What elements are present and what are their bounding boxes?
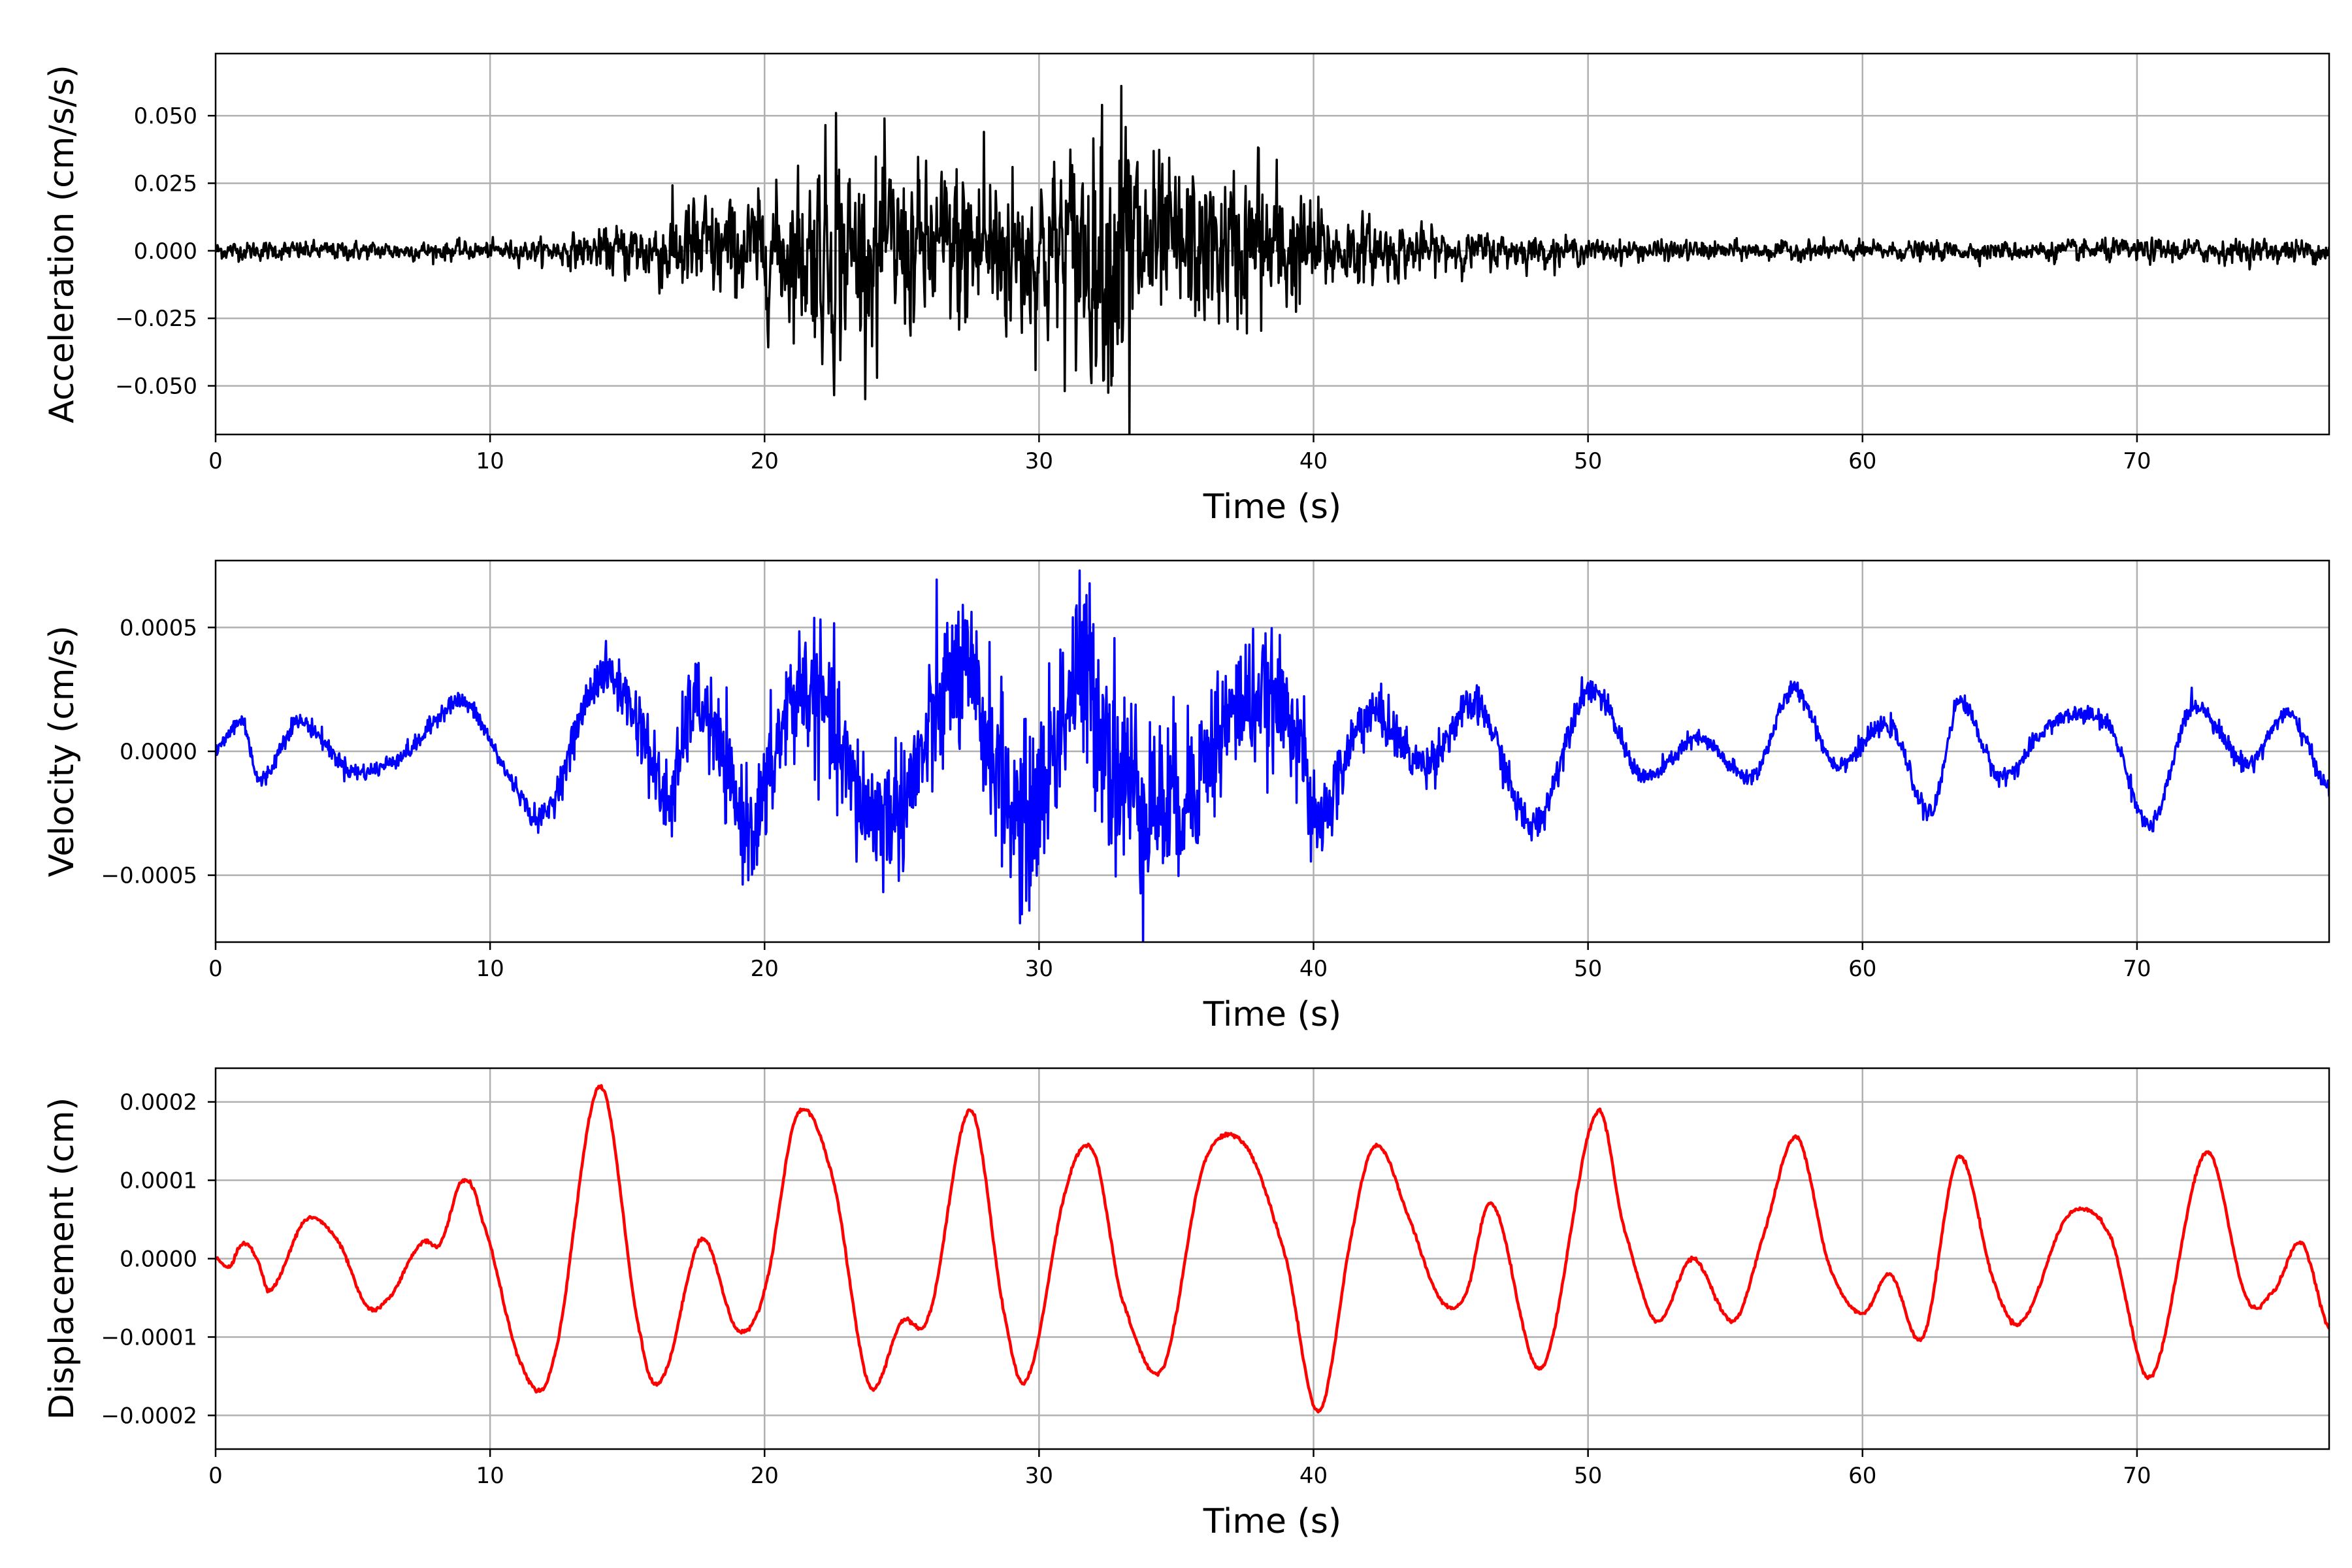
velocity-x-axis-label: Time (s) <box>1203 995 1341 1034</box>
displacement-x-tick-label: 20 <box>751 1463 779 1489</box>
acceleration-axes-frame <box>214 52 2330 436</box>
velocity-x-tick-label: 40 <box>1299 956 1328 982</box>
velocity-x-tick-label: 30 <box>1025 956 1053 982</box>
displacement-plot-area <box>216 1084 2329 1414</box>
displacement-x-tick-label: 50 <box>1574 1463 1602 1489</box>
displacement-x-tick-label: 30 <box>1025 1463 1053 1489</box>
displacement-y-tick-label: −0.0002 <box>101 1403 197 1429</box>
acceleration-y-tick-label: 0.025 <box>134 171 197 197</box>
displacement-panel: 0 10 20 30 40 50 60 70 0.0002 0.0001 0.0000 −0.000… <box>42 1067 2330 1541</box>
displacement-y-axis-label: Displacement (cm) <box>42 1098 82 1420</box>
displacement-y-tick-label: 0.0000 <box>120 1247 197 1273</box>
acceleration-y-tick-label: −0.025 <box>115 306 197 332</box>
acceleration-y-ticks: 0.050 0.025 0.000 −0.025 −0.050 <box>115 103 216 400</box>
velocity-x-ticks: 0 10 20 30 40 50 60 70 <box>208 942 2151 982</box>
displacement-y-tick-label: 0.0002 <box>120 1090 197 1116</box>
displacement-x-ticks: 0 10 20 30 40 50 60 70 <box>208 1449 2151 1489</box>
displacement-x-tick-label: 40 <box>1299 1463 1328 1489</box>
velocity-y-tick-label: 0.0000 <box>120 739 197 765</box>
velocity-x-tick-label: 20 <box>751 956 779 982</box>
velocity-y-tick-label: −0.0005 <box>101 863 197 889</box>
displacement-x-tick-label: 0 <box>208 1463 223 1489</box>
velocity-x-tick-label: 70 <box>2123 956 2151 982</box>
acceleration-x-tick-label: 0 <box>208 448 223 474</box>
velocity-y-tick-label: 0.0005 <box>120 615 197 641</box>
displacement-series-line <box>216 1084 2329 1414</box>
acceleration-y-axis-label: Acceleration (cm/s/s) <box>42 65 82 423</box>
displacement-grid <box>216 1068 2329 1449</box>
acceleration-x-tick-label: 30 <box>1025 448 1053 474</box>
velocity-x-tick-label: 50 <box>1574 956 1602 982</box>
acceleration-y-tick-label: 0.000 <box>134 238 197 265</box>
velocity-panel: 0 10 20 30 40 50 60 70 0.0005 0.0000 −0.0005 Time… <box>42 559 2330 1034</box>
velocity-x-tick-label: 0 <box>208 956 223 982</box>
velocity-x-tick-label: 10 <box>476 956 504 982</box>
acceleration-y-tick-label: −0.050 <box>115 374 197 400</box>
displacement-x-tick-label: 60 <box>1848 1463 1876 1489</box>
velocity-x-tick-label: 60 <box>1848 956 1876 982</box>
acceleration-x-tick-label: 60 <box>1848 448 1876 474</box>
acceleration-x-tick-label: 10 <box>476 448 504 474</box>
velocity-y-ticks: 0.0005 0.0000 −0.0005 <box>101 615 216 889</box>
displacement-x-tick-label: 10 <box>476 1463 504 1489</box>
acceleration-plot-area <box>216 84 2329 434</box>
acceleration-panel: 0 10 20 30 40 50 60 70 0.050 0.025 0.000 −0.025 −0.… <box>42 52 2330 527</box>
acceleration-series-line <box>216 84 2329 434</box>
acceleration-x-tick-label: 40 <box>1299 448 1328 474</box>
displacement-x-axis-label: Time (s) <box>1203 1502 1341 1541</box>
displacement-y-tick-label: −0.0001 <box>101 1324 197 1350</box>
velocity-series-line <box>216 569 2329 942</box>
acceleration-x-tick-label: 50 <box>1574 448 1602 474</box>
velocity-plot-area <box>216 569 2329 942</box>
acceleration-x-tick-label: 20 <box>751 448 779 474</box>
displacement-y-ticks: 0.0002 0.0001 0.0000 −0.0001 −0.0002 <box>101 1090 216 1429</box>
acceleration-x-axis-label: Time (s) <box>1203 487 1341 527</box>
acceleration-x-tick-label: 70 <box>2123 448 2151 474</box>
displacement-y-tick-label: 0.0001 <box>120 1168 197 1194</box>
acceleration-x-ticks: 0 10 20 30 40 50 60 70 <box>208 434 2151 474</box>
velocity-y-axis-label: Velocity (cm/s) <box>42 626 82 877</box>
displacement-x-tick-label: 70 <box>2123 1463 2151 1489</box>
acceleration-y-tick-label: 0.050 <box>134 103 197 129</box>
